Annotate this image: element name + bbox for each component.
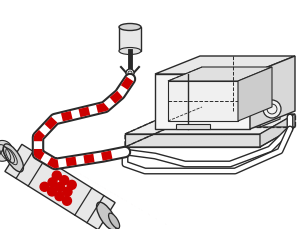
Polygon shape [238,68,272,121]
Ellipse shape [119,48,141,55]
Circle shape [60,176,69,185]
Polygon shape [125,114,295,134]
Polygon shape [155,57,295,75]
Circle shape [52,171,61,180]
Ellipse shape [97,202,117,229]
Circle shape [67,181,76,190]
Polygon shape [155,75,250,129]
Circle shape [126,70,134,78]
Circle shape [56,183,64,192]
Circle shape [55,192,64,201]
Polygon shape [176,124,210,129]
Ellipse shape [119,25,141,31]
Polygon shape [125,134,260,147]
Circle shape [47,187,56,196]
Polygon shape [260,92,280,128]
Polygon shape [168,82,238,121]
Circle shape [63,187,72,196]
Ellipse shape [3,144,23,172]
Circle shape [48,178,57,187]
Polygon shape [168,68,272,82]
Circle shape [40,183,49,191]
Circle shape [263,101,281,118]
Circle shape [62,196,71,205]
Circle shape [0,141,13,161]
Ellipse shape [109,213,120,229]
Polygon shape [5,145,115,229]
Polygon shape [250,57,295,129]
Polygon shape [119,28,141,52]
Polygon shape [260,114,295,147]
